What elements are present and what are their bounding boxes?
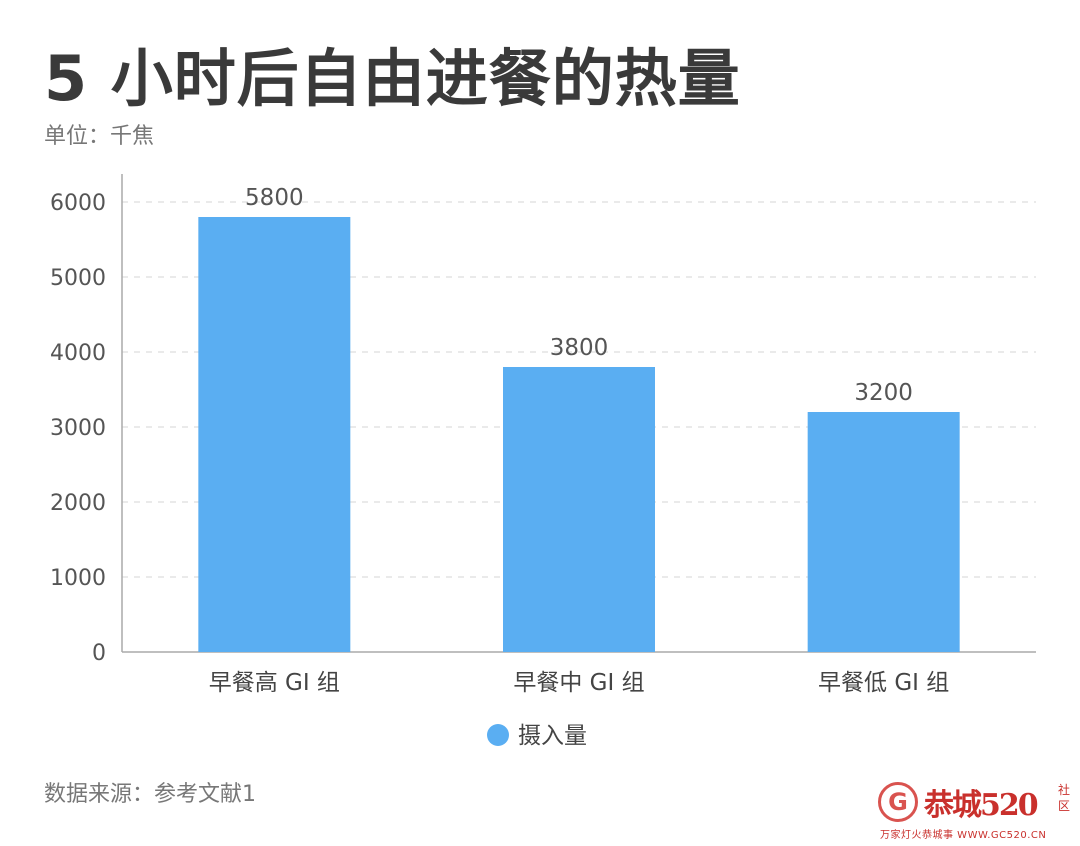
x-tick-label: 早餐高 GI 组: [209, 670, 340, 696]
page-title: 5 小时后自由进餐的热量: [44, 42, 741, 115]
x-tick-label: 早餐低 GI 组: [818, 670, 949, 696]
y-tick-label: 2000: [50, 491, 106, 516]
data-label: 3200: [854, 380, 913, 406]
watermark: G 恭城520 社区 万家灯火恭城事 WWW.GC520.CN: [878, 780, 1074, 842]
y-tick-label: 3000: [50, 416, 106, 441]
y-tick-label: 5000: [50, 266, 106, 291]
bar: [807, 412, 960, 652]
y-tick-label: 4000: [50, 341, 106, 366]
y-tick-label: 6000: [50, 191, 106, 216]
watermark-side-text: 社区: [1058, 783, 1071, 813]
bar: [503, 367, 655, 652]
unit-label: 单位：千焦: [44, 124, 155, 149]
data-label: 5800: [245, 185, 304, 211]
y-tick-label: 1000: [50, 566, 106, 591]
legend-label: 摄入量: [518, 723, 587, 749]
y-tick-label: 0: [92, 641, 106, 666]
data-label: 3800: [550, 335, 609, 361]
watermark-tagline: 万家灯火恭城事 WWW.GC520.CN: [880, 830, 1047, 841]
legend-marker: [487, 724, 509, 746]
bar: [198, 217, 351, 652]
watermark-logo-icon: G: [878, 782, 918, 822]
x-tick-label: 早餐中 GI 组: [513, 670, 644, 696]
source-note: 数据来源：参考文献1: [44, 782, 256, 807]
bar-chart: 0 1000 2000 3000 4000 5000 6000 5800 早餐高 GI 组 380…: [50, 174, 1036, 749]
watermark-brand: 恭城520: [924, 788, 1039, 823]
